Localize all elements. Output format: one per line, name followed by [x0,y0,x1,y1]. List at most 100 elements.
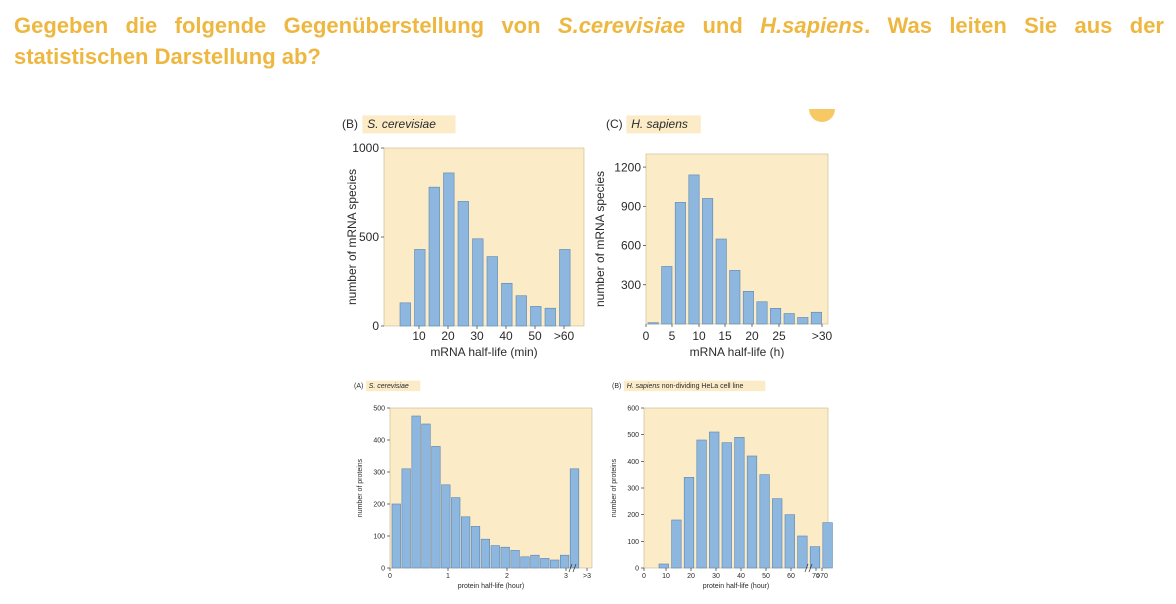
x-tick-label: 30 [470,329,484,343]
panel-label: (C) [606,117,623,131]
bar [702,198,714,325]
bar [759,474,770,569]
bar [734,437,745,569]
bar [515,295,527,327]
axis-break-mark [572,563,577,573]
y-axis-label: number of mRNA species [593,171,607,307]
bar [688,174,700,325]
x-tick-label: 20 [441,329,455,343]
corner-dot-decoration [809,109,835,122]
chart-title: H. sapiens non-dividing HeLa cell line [627,383,744,390]
x-tick-label: 0 [642,573,646,580]
axis-break-mark [808,563,813,573]
bar [721,442,732,569]
y-axis-label: number of mRNA species [345,169,359,305]
title-box [362,115,456,134]
y-tick-label: 400 [627,459,639,466]
bar [428,186,440,327]
chart-panel [383,147,585,327]
x-axis-label: mRNA half-life (min) [430,345,537,359]
bar [520,556,530,569]
bar [715,238,727,325]
panel-label: (B) [612,383,621,390]
bar [451,497,461,569]
x-tick-label: 10 [662,573,670,580]
y-tick-label: 400 [373,437,385,444]
bar [391,503,401,569]
bar [797,535,808,569]
x-tick-label: 20 [745,329,759,343]
bar [770,308,782,325]
bar [709,431,720,569]
chart-title: H. sapiens [631,117,688,131]
y-tick-label: 200 [627,512,639,519]
x-tick-label: 25 [772,329,786,343]
bar [544,307,556,327]
x-tick-label: 30 [712,573,720,580]
bar [674,202,686,325]
bar [441,484,451,569]
bar [457,201,469,327]
figure: (B) S. cerevisiae 0 500 1000 10 20 30 40 50 >60 mRN… [322,104,842,600]
bar [540,558,550,569]
x-axis-label: mRNA half-life (h) [690,345,785,359]
bar [772,498,783,569]
bar [742,291,754,325]
x-tick-label: 20 [687,573,695,580]
bar [671,519,682,569]
bar [431,446,441,569]
y-tick-label: 500 [373,405,385,412]
x-tick-label: 0 [643,329,650,343]
title-box [623,380,766,392]
x-tick-label: 40 [737,573,745,580]
bar [461,516,471,569]
bar [490,545,500,569]
y-tick-label: 500 [627,432,639,439]
y-tick-label: 1000 [352,141,379,155]
chart-1: (B) S. cerevisiae 0 500 1000 10 20 30 40 50 >60 mRN… [342,115,585,359]
bar [797,317,809,325]
y-tick-label: 600 [627,405,639,412]
bar [443,172,455,327]
x-tick-label: 70 [812,573,820,580]
chart-4: (B) H. sapiens non-dividing HeLa cell lin… [611,380,833,590]
bar [746,455,758,569]
bar [683,477,695,569]
bar [414,249,426,327]
x-tick-label: 50 [528,329,542,343]
bar [530,306,542,327]
bar [411,415,421,569]
species-name-1: S.cerevisiae [557,13,686,38]
bar [569,468,580,569]
bar [472,238,484,327]
x-tick-label: 15 [718,329,732,343]
bar [559,249,571,327]
bar [550,559,560,569]
bar [510,550,520,569]
axis-break-mark [568,563,573,573]
bar [470,526,481,569]
x-tick-label: 1 [446,573,450,580]
x-tick-label: 10 [692,329,706,343]
x-tick-label: 2 [505,573,509,580]
y-tick-label: 300 [373,469,385,476]
bar [783,313,795,325]
x-axis-label: protein half-life (hour) [458,583,525,590]
y-tick-label: 900 [621,200,641,214]
bar [647,322,659,325]
bar [486,256,498,327]
x-tick-label: 5 [669,329,676,343]
bar [658,563,669,569]
bar [809,546,821,569]
x-tick-label: 0 [388,573,392,580]
y-tick-label: 0 [381,565,385,572]
bar [810,311,822,325]
bar [560,554,570,569]
bar [756,301,768,325]
bar [530,554,540,569]
x-tick-label: 10 [412,329,426,343]
y-axis-label: number of proteins [357,458,364,517]
x-tick-label: 3 [564,573,568,580]
y-tick-label: 1200 [614,160,641,174]
bar [480,538,491,569]
